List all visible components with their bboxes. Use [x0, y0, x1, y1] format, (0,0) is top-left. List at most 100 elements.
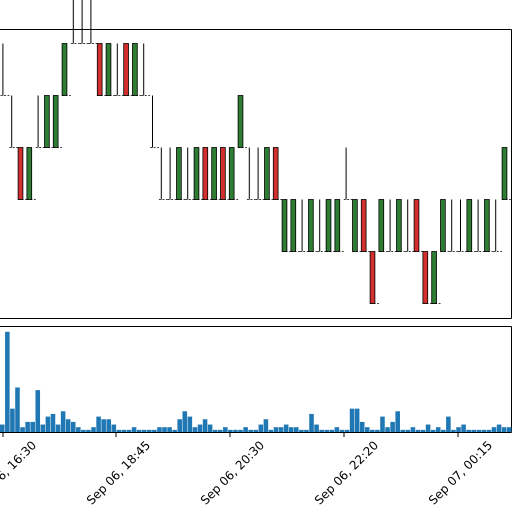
volume-bar [461, 424, 466, 433]
renko-brick-up [176, 147, 182, 200]
volume-bar [268, 429, 274, 433]
volume-bar [192, 427, 198, 433]
volume-bar [486, 429, 492, 433]
volume-bar [91, 427, 96, 433]
volume-bar [45, 416, 51, 433]
volume-bar [96, 416, 101, 433]
renko-bricks [0, 0, 511, 304]
renko-brick-up [237, 95, 244, 148]
volume-bar [35, 390, 41, 433]
renko-brick-down [413, 199, 420, 252]
volume-bars [0, 331, 512, 433]
renko-brick-up [211, 147, 217, 200]
volume-bar [0, 424, 5, 433]
volume-bar [334, 427, 340, 433]
renko-brick-up [352, 199, 358, 252]
volume-bar [152, 429, 157, 433]
volume-bar [283, 424, 289, 433]
volume-bar [187, 416, 193, 433]
volume-bar [223, 427, 228, 433]
volume-bar [481, 429, 487, 433]
volume-bar [496, 424, 502, 433]
volume-bar [116, 429, 122, 433]
volume-bar [410, 427, 416, 433]
volume-bar [385, 427, 390, 433]
volume-bar [228, 429, 233, 433]
volume-bar [65, 419, 71, 433]
volume-bar [420, 429, 426, 433]
volume-bar [415, 429, 421, 433]
x-axis-labels: Sep 06, 16:30 Sep 06, 18:45 Sep 06, 20:3… [0, 438, 495, 507]
volume-bar [400, 429, 406, 433]
x-axis-ticks [2, 432, 459, 437]
volume-bar [5, 331, 10, 433]
volume-bar [466, 429, 471, 433]
renko-brick-down [272, 147, 279, 200]
volume-bar [207, 424, 213, 433]
volume-bar [395, 411, 400, 433]
renko-brick-down [422, 251, 429, 304]
volume-bar [202, 419, 208, 433]
renko-brick-up [105, 43, 112, 96]
volume-bar [456, 427, 461, 433]
volume-bar [157, 427, 162, 433]
renko-brick-down [369, 251, 376, 304]
volume-bar [359, 421, 365, 433]
volume-bar [451, 429, 456, 433]
renko-brick-up [132, 43, 138, 96]
renko-brick-down [220, 147, 226, 200]
volume-bar [329, 429, 335, 433]
volume-bar [81, 429, 86, 433]
volume-bar [501, 427, 507, 433]
volume-bar [278, 427, 284, 433]
volume-bar [430, 429, 436, 433]
volume-bar [106, 419, 112, 433]
renko-brick-up [228, 147, 235, 200]
volume-bar [294, 427, 299, 433]
volume-bar [55, 424, 61, 433]
volume-bar [258, 424, 264, 433]
volume-bar [121, 429, 127, 433]
volume-bar [20, 427, 25, 433]
renko-brick-up [440, 199, 446, 252]
volume-bar [354, 408, 360, 433]
volume-bar [182, 411, 188, 433]
renko-brick-down [96, 43, 103, 96]
renko-brick-up [52, 95, 59, 148]
volume-bar [248, 429, 253, 433]
volume-bar [273, 427, 279, 433]
renko-brick-up [466, 199, 473, 252]
renko-brick-up [501, 147, 508, 200]
volume-bar [162, 427, 167, 433]
renko-brick-up [193, 147, 200, 200]
volume-bar [50, 413, 56, 433]
renko-brick-up [325, 199, 332, 252]
volume-bar [136, 429, 142, 433]
x-tick-label-0: Sep 06, 16:30 [0, 438, 39, 507]
volume-bar [15, 387, 20, 433]
volume-bar [314, 424, 319, 433]
volume-bar [263, 419, 269, 433]
volume-bar [167, 427, 172, 433]
volume-bar [131, 427, 137, 433]
renko-brick-up [431, 251, 437, 304]
renko-brick-up [290, 199, 297, 252]
renko-brick-up [26, 147, 33, 200]
renko-brick-up [61, 43, 68, 96]
volume-bar [217, 429, 223, 433]
volume-bar [435, 427, 441, 433]
renko-brick-down [360, 199, 367, 252]
volume-bar [506, 427, 512, 433]
volume-bar [30, 421, 35, 433]
x-tick-label-4: Sep 07, 00:15 [426, 438, 495, 507]
volume-bar [25, 421, 30, 433]
volume-bar [349, 408, 355, 433]
renko-brick-up [281, 199, 288, 252]
volume-bar [141, 429, 147, 433]
volume-bar [70, 421, 76, 433]
volume-bar [40, 424, 46, 433]
volume-bar [364, 427, 370, 433]
renko-brick-down [123, 43, 129, 96]
renko-brick-up [308, 199, 314, 252]
volume-bar [425, 424, 431, 433]
